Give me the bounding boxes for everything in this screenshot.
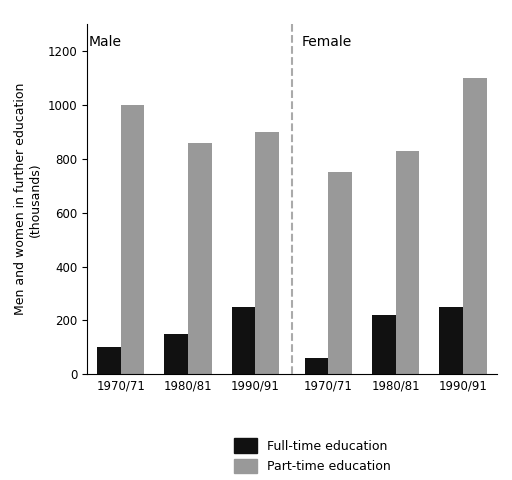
Bar (328, 172, 352, 374)
Bar (188, 143, 211, 374)
Legend: Full-time education, Part-time education: Full-time education, Part-time education (234, 438, 391, 473)
Bar (232, 307, 255, 374)
Bar (255, 132, 279, 374)
Bar (305, 358, 328, 374)
Bar (396, 151, 419, 374)
Text: Male: Male (89, 35, 122, 49)
Bar (164, 334, 188, 374)
Text: Female: Female (302, 35, 352, 49)
Bar (121, 105, 144, 374)
Bar (439, 307, 463, 374)
Bar (463, 78, 486, 374)
Bar (97, 348, 121, 374)
Y-axis label: Men and women in further education
(thousands): Men and women in further education (thou… (14, 83, 42, 315)
Bar (372, 315, 396, 374)
